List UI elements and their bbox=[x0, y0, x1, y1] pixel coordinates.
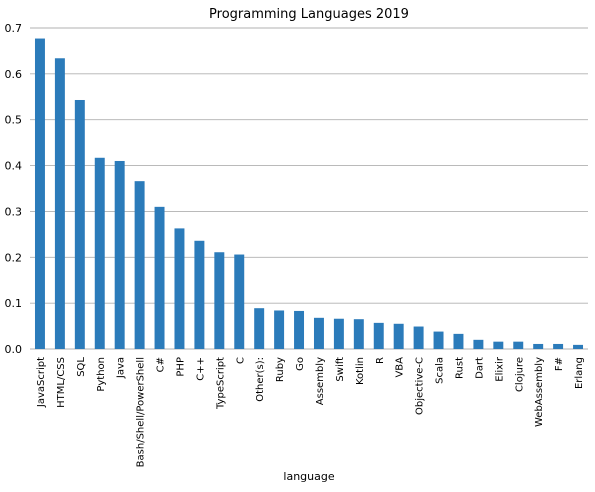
y-tick-label: 0.5 bbox=[5, 114, 23, 127]
x-tick-label: SQL bbox=[76, 357, 87, 377]
x-tick-label: R bbox=[375, 357, 386, 364]
y-tick-label: 0.7 bbox=[5, 22, 23, 35]
x-tick-label: Dart bbox=[474, 357, 485, 379]
x-tick-label: Erlang bbox=[574, 357, 585, 389]
y-tick-label: 0.0 bbox=[5, 343, 23, 356]
x-tick-label: PHP bbox=[175, 357, 186, 377]
x-tick-label: C++ bbox=[195, 357, 206, 381]
bar bbox=[434, 332, 444, 349]
bar bbox=[75, 100, 85, 349]
x-tick-label: Go bbox=[295, 357, 306, 371]
x-tick-label: Ruby bbox=[275, 357, 286, 382]
x-tick-label: C bbox=[235, 357, 246, 364]
bar bbox=[135, 181, 145, 349]
y-tick-label: 0.4 bbox=[5, 160, 23, 173]
x-tick-label: Rust bbox=[454, 357, 465, 379]
bar bbox=[174, 228, 184, 349]
bar bbox=[533, 344, 543, 349]
bar bbox=[334, 319, 344, 349]
bar bbox=[473, 340, 483, 349]
bar bbox=[55, 58, 65, 349]
bar bbox=[314, 318, 324, 349]
x-tick-label: Kotlin bbox=[355, 357, 366, 385]
bar bbox=[194, 241, 204, 349]
bar bbox=[553, 344, 563, 349]
x-tick-label: Assembly bbox=[315, 357, 326, 405]
bar bbox=[354, 319, 364, 349]
bar bbox=[274, 310, 284, 349]
x-tick-label: Other(s): bbox=[255, 357, 266, 402]
bar bbox=[95, 158, 105, 349]
bar bbox=[394, 324, 404, 349]
bar bbox=[573, 345, 583, 349]
y-tick-label: 0.3 bbox=[5, 205, 23, 218]
bar bbox=[214, 252, 224, 349]
bar bbox=[234, 255, 244, 349]
y-tick-label: 0.2 bbox=[5, 251, 23, 264]
bar bbox=[294, 311, 304, 349]
y-axis-ticks: 0.0 0.1 0.2 0.3 0.4 0.5 0.6 0.7 bbox=[5, 22, 23, 356]
y-tick-label: 0.6 bbox=[5, 68, 23, 81]
grid-layer bbox=[30, 28, 588, 349]
bar bbox=[374, 323, 384, 349]
x-tick-label: Objective-C bbox=[415, 357, 426, 415]
bar bbox=[115, 161, 125, 349]
x-axis-ticks: JavaScript HTML/CSS SQL Python Java Bash/Shel… bbox=[36, 356, 585, 467]
chart-title: Programming Languages 2019 bbox=[209, 7, 409, 22]
x-tick-label: VBA bbox=[395, 357, 406, 378]
y-tick-label: 0.1 bbox=[5, 297, 23, 310]
x-tick-label: Bash/Shell/PowerShell bbox=[136, 357, 147, 467]
x-tick-label: Swift bbox=[335, 357, 346, 382]
bar bbox=[155, 207, 165, 349]
x-tick-label: Scala bbox=[435, 357, 446, 384]
x-axis-label: language bbox=[283, 470, 334, 483]
x-tick-label: TypeScript bbox=[215, 357, 226, 410]
bar bbox=[414, 327, 424, 349]
bar bbox=[453, 334, 463, 349]
x-tick-label: Clojure bbox=[514, 357, 525, 392]
x-tick-label: Elixir bbox=[494, 356, 505, 382]
x-tick-label: HTML/CSS bbox=[56, 357, 67, 408]
bar bbox=[493, 342, 503, 349]
x-tick-label: JavaScript bbox=[36, 357, 47, 408]
bar bbox=[254, 308, 264, 349]
x-tick-label: Java bbox=[116, 357, 127, 379]
x-tick-label: WebAssembly bbox=[534, 357, 545, 427]
bars-layer bbox=[35, 39, 583, 349]
x-tick-label: F# bbox=[554, 357, 565, 371]
x-tick-label: C# bbox=[156, 357, 167, 372]
x-tick-label: Python bbox=[96, 357, 107, 392]
bar bbox=[35, 39, 45, 349]
bar bbox=[513, 342, 523, 349]
